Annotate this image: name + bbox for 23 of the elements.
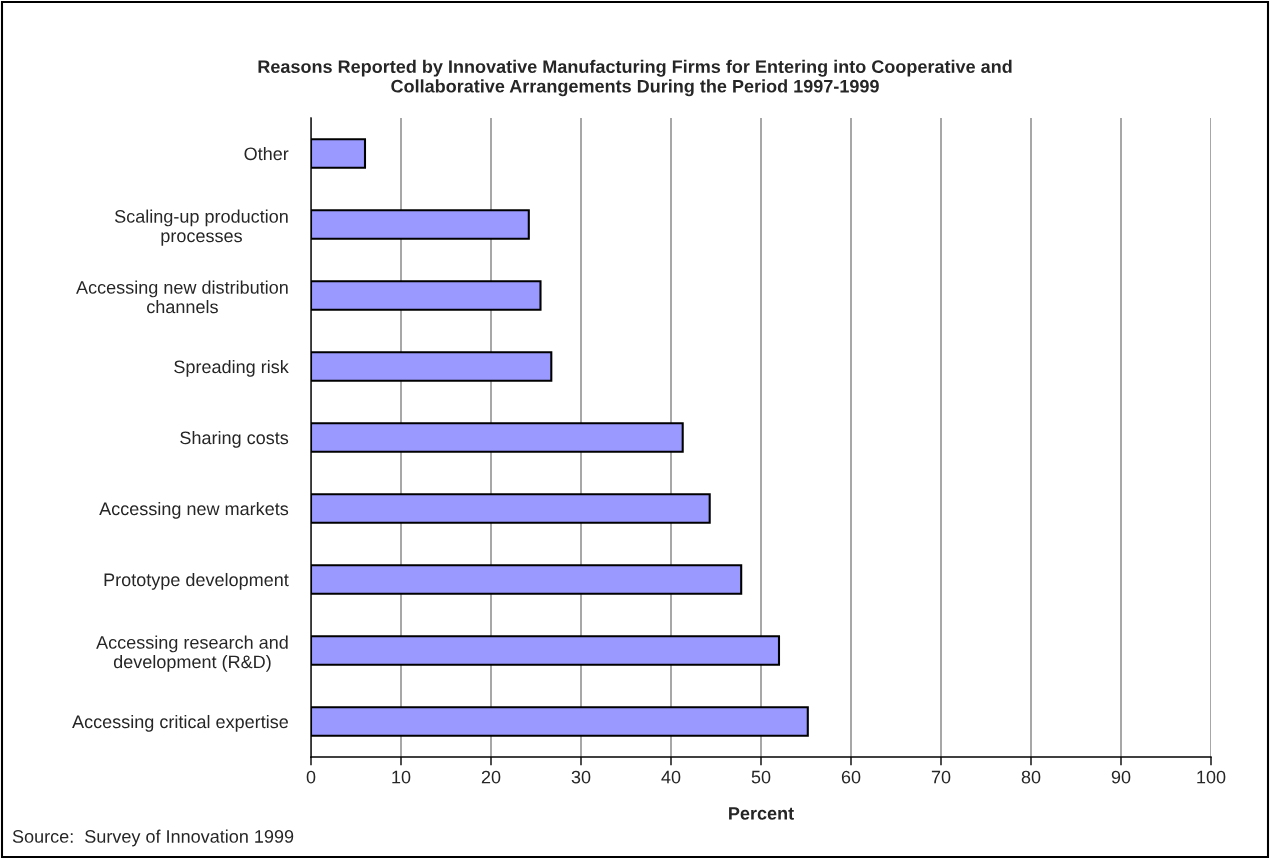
x-tick-label: 20 [481, 770, 501, 784]
y-tick-label: Other [244, 146, 289, 161]
x-tick-label: 70 [931, 770, 951, 784]
x-tick-label: 50 [751, 770, 771, 784]
x-tick-label: 90 [1111, 770, 1131, 784]
x-tick-label: 30 [571, 770, 591, 784]
y-tick-label: Prototype development [104, 572, 289, 590]
x-tick-label: 10 [392, 770, 411, 784]
x-tick-label: 80 [1021, 770, 1041, 784]
y-tick-label: Spreading risk [174, 359, 289, 377]
x-tick-label: 0 [306, 770, 316, 784]
x-tick-label: 40 [661, 770, 681, 784]
y-tick-label: Accessing new distribution channels [76, 280, 288, 314]
x-tick-label: 60 [841, 770, 861, 784]
chart-title: Reasons Reported by Innovative Manufacturing Firms for Entering into Cooperative and Collaborative Arrangements During the Period 1997-1999 [258, 59, 1012, 97]
y-tick-label: Accessing research and development (R&D) [96, 635, 288, 672]
y-tick-label: Accessing critical expertise [72, 714, 288, 732]
source-note: Source: Survey of Innovation 1999 [12, 829, 294, 847]
x-axis-title: Percent [729, 807, 794, 820]
x-tick-label: 100 [1197, 770, 1226, 784]
y-tick-label: Scaling-up production processes [114, 209, 288, 246]
y-tick-label: Accessing new markets [99, 501, 289, 519]
y-tick-label: Sharing costs [180, 430, 289, 448]
